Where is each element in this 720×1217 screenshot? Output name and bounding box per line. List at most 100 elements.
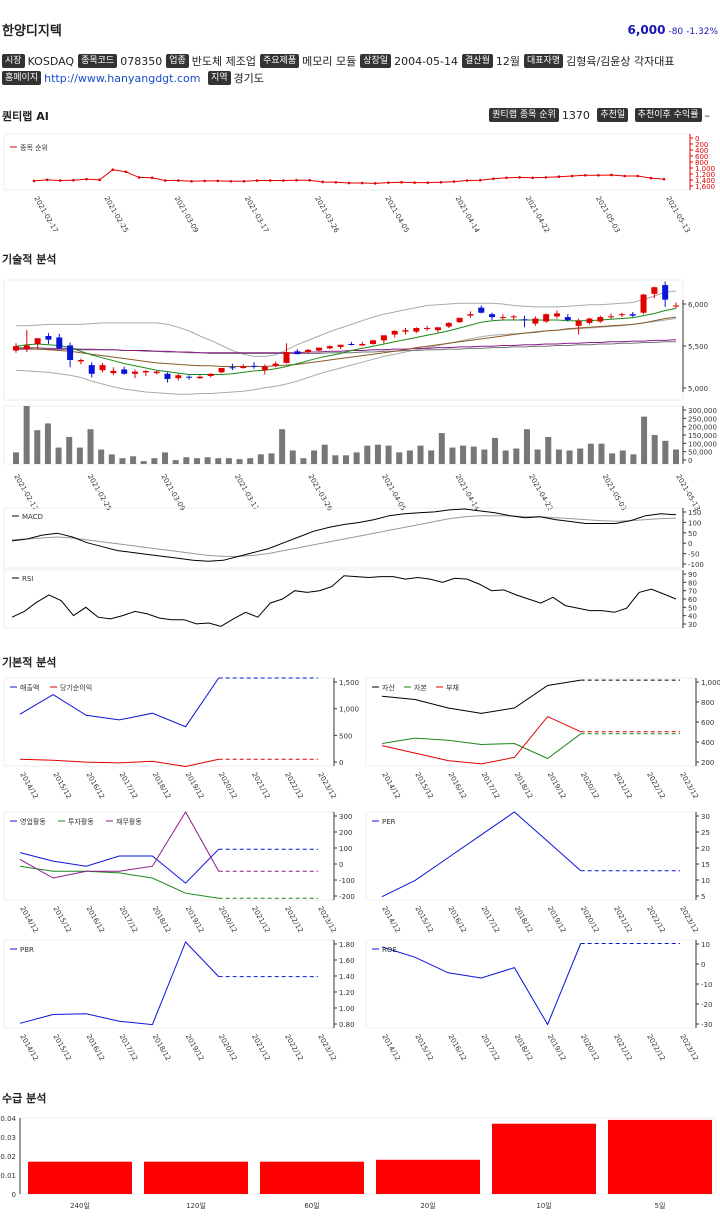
x-tick-label: 2020/12 [579,905,600,934]
rank-point [439,181,443,184]
ma-purple [16,339,677,354]
y-tick-label: 50 [688,530,697,538]
rank-point [111,168,115,171]
rank-point [636,174,640,178]
y-tick-label: 0 [339,861,343,869]
x-tick-label: 2023/12 [678,905,699,934]
volume-bar [353,452,360,464]
volume-bar [130,456,137,464]
rank-point [98,178,101,182]
candle-body [77,360,84,362]
x-tick-label: 2021-02-25 [86,473,113,512]
y-tick-label: 1.80 [339,941,355,949]
legend-label: ROE [382,946,397,954]
volume-bar [587,443,594,464]
section-quant: 퀀티랩 AI [2,110,49,123]
homepage-link[interactable]: http://www.hanyangdgt.com [44,71,201,85]
x-tick-label: 2015/12 [51,771,72,800]
x-tick-label: 2021-03-17 [243,195,270,234]
x-tick-label: 2021-05-13 [674,473,701,512]
fund-line [19,677,220,728]
info-value: 2004-05-14 [394,54,459,68]
y-tick-label: 400 [695,147,708,155]
x-tick-label: 2023/12 [316,1033,337,1062]
y-tick-label: 1,500 [339,679,359,687]
region-tag: 지역 [207,71,231,85]
y-tick-label: 150,000 [688,432,717,440]
legend-label: 매출액 [20,683,39,692]
rank-point [203,179,206,183]
y-tick-label: 25 [701,829,710,837]
rank-point [610,173,613,177]
x-tick-label: 2018/12 [513,905,534,934]
candle-body [673,305,679,307]
fund-line [381,715,581,765]
volume-bar [481,449,488,464]
price-change-pct: -1.32% [686,27,718,37]
volume-bar [609,453,616,464]
legend-label: 자산 [382,683,395,692]
x-tick-label: 2018/12 [151,1033,172,1062]
y-tick-label: 800 [701,699,714,707]
y-tick-label: 200 [339,829,352,837]
y-tick-label: 200,000 [688,424,717,432]
rank-point [177,179,180,182]
candle-body [164,373,171,379]
plot-frame [3,811,335,901]
x-tick-label: 2014/12 [380,905,401,934]
x-tick-label: 2018/12 [513,1033,534,1062]
y-tick-label: 0.03 [0,1134,16,1142]
x-tick-label: 2023/12 [678,1033,699,1062]
rank-point [163,179,167,182]
volume-bar [204,457,211,464]
volume-bar [406,450,413,464]
candle-body [608,316,615,318]
volume-bar [311,450,318,464]
candle-body [413,328,420,332]
y-tick-label: 1,000 [701,679,720,687]
rank-point [360,181,364,185]
volume-bar [55,447,62,464]
candle-body [434,327,441,331]
info-row-2: 홈페이지 http://www.hanyangdgt.com 지역 경기도 [2,70,268,86]
x-tick-label: 2018/12 [151,771,172,800]
x-tick-label: 2019/12 [546,771,567,800]
candle-body [543,314,550,322]
legend-label: 당기순이익 [60,683,92,692]
volume-bar [23,406,30,464]
info-value: 12월 [495,55,520,68]
y-tick-label: -20 [701,1001,712,1009]
x-tick-label: 2022/12 [645,1033,666,1062]
volume-bar [673,449,679,464]
section-supply: 수급 분석 [2,1092,47,1105]
rank-point [255,179,259,182]
x-tick-label: 2021/12 [250,905,271,934]
candle-body [456,317,463,323]
x-tick-label: 2016/12 [446,771,467,800]
x-tick-label: 2021-04-22 [527,473,554,512]
rank-point [492,177,495,181]
candle-body [629,314,636,316]
volume-bar [619,450,626,464]
candle-body [153,371,160,374]
volume-bar [460,445,467,464]
x-tick-label: 2022/12 [645,771,666,800]
rank-point [452,180,456,183]
x-tick-label: 2017/12 [118,771,139,800]
candle-body [272,363,279,366]
candle-body [315,347,322,351]
y-tick-label: -100 [688,561,704,569]
x-tick-label: 2021-02-17 [32,195,59,234]
volume-bar [162,452,169,464]
x-tick-label: 2023/12 [316,905,337,934]
volume-bar [364,445,371,464]
rank-point [557,175,561,178]
volume-bar [438,433,445,464]
y-tick-label: 100 [688,519,701,527]
company-name: 한양디지텍 [2,24,62,39]
x-tick-label: 2020/12 [579,1033,600,1062]
fund-line [19,758,219,768]
region-value: 경기도 [233,72,264,85]
candle-body [23,345,30,350]
volume-bar [523,429,530,464]
